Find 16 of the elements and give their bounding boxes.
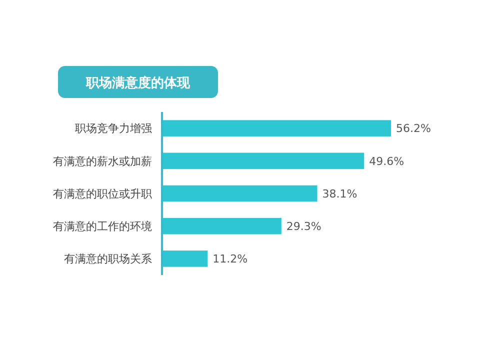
data-label: 29.3%: [286, 220, 322, 233]
data-label: 49.6%: [369, 154, 404, 168]
data-label: 38.1%: [322, 187, 358, 200]
data-label: 56.2%: [396, 122, 431, 136]
y-tick-label: 职场竞争力增强: [75, 122, 152, 136]
data-label: 11.2%: [212, 252, 248, 266]
y-tick-label: 有满意的薪水或加薪: [53, 154, 152, 168]
chart-title: 职场满意度的体现: [85, 75, 191, 91]
bar: [162, 120, 391, 136]
y-tick-label: 有满意的职位或升职: [53, 187, 152, 200]
y-tick-label: 有满意的工作的环境: [53, 220, 152, 233]
y-tick-label: 有满意的职场关系: [64, 252, 152, 266]
bar: [162, 218, 282, 234]
bar: [162, 152, 364, 170]
bar: [162, 185, 318, 202]
bar: [162, 250, 208, 267]
